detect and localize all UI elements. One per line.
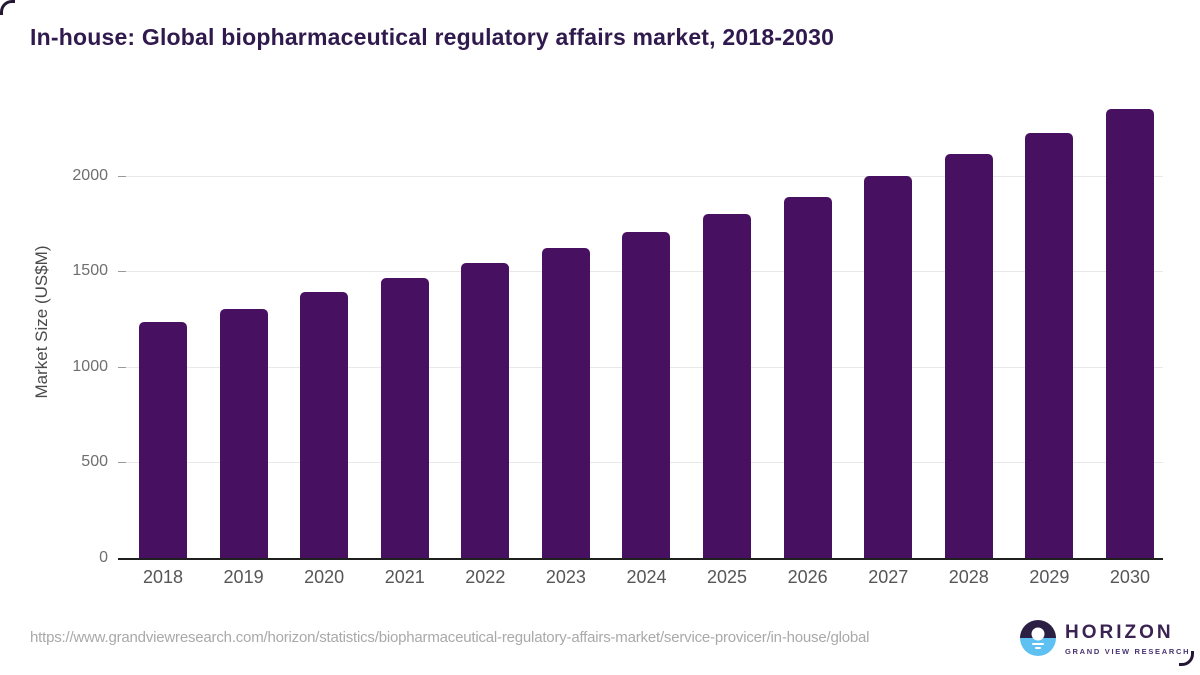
x-tick-label: 2025 [707, 567, 748, 587]
y-tick-mark [118, 462, 126, 464]
x-tick-label: 2027 [868, 567, 909, 587]
bar-2021[interactable] [380, 277, 429, 558]
x-tick-label: 2024 [626, 567, 667, 587]
bar-2024[interactable] [622, 231, 671, 558]
x-tick-label: 2028 [948, 567, 989, 587]
chart-title: In-house: Global biopharmaceutical regul… [30, 24, 835, 50]
bar-2022[interactable] [461, 263, 510, 558]
frame-corner-bottom-right [1179, 651, 1194, 666]
x-axis-line [118, 558, 1163, 560]
logo-wordmark: HORIZON [1065, 622, 1174, 643]
bar-2030[interactable] [1105, 108, 1154, 558]
horizon-logo: HORIZON GRAND VIEW RESEARCH [1020, 620, 1190, 656]
y-tick-label: 2000 [72, 166, 108, 184]
y-tick-label: 1000 [72, 357, 108, 375]
horizon-sun-circle-icon [1020, 620, 1056, 656]
bar-2018[interactable] [139, 321, 187, 558]
reflection-dash [1032, 643, 1044, 645]
logo-text-block: HORIZON GRAND VIEW RESEARCH [1065, 620, 1190, 656]
bar-2023[interactable] [541, 248, 590, 558]
bar-2028[interactable] [944, 154, 993, 558]
y-tick-mark [118, 366, 126, 368]
x-tick-label: 2022 [465, 567, 506, 587]
y-tick-label: 1500 [72, 262, 108, 280]
bar-2019[interactable] [219, 309, 268, 558]
y-tick-mark [118, 271, 126, 273]
x-tick-label: 2023 [545, 567, 586, 587]
y-tick-label: 0 [99, 549, 108, 566]
bar-2025[interactable] [703, 213, 752, 558]
x-tick-label: 2019 [223, 567, 264, 587]
x-tick-label: 2026 [787, 567, 828, 587]
frame-corner-top-left [0, 0, 15, 15]
sun-glyph [1031, 627, 1045, 641]
bar-2020[interactable] [300, 292, 349, 558]
y-axis-tick-labels: 0 500 1000 1500 2000 [20, 95, 108, 567]
x-tick-label: 2029 [1029, 567, 1070, 587]
x-tick-label: 2021 [384, 567, 425, 587]
logo-tagline: GRAND VIEW RESEARCH [1065, 647, 1191, 656]
gridline [118, 175, 1163, 177]
bar-2026[interactable] [783, 196, 832, 558]
bar-2027[interactable] [864, 175, 913, 558]
source-url-text: https://www.grandviewresearch.com/horizo… [30, 629, 870, 646]
plot-area [118, 95, 1163, 560]
reflection-dash [1035, 647, 1041, 649]
y-tick-label: 500 [81, 453, 108, 471]
y-tick-mark [118, 175, 126, 177]
x-tick-label: 2020 [304, 567, 345, 587]
x-tick-label: 2018 [142, 567, 184, 587]
bar-2029[interactable] [1025, 133, 1074, 558]
x-tick-label: 2030 [1109, 567, 1150, 587]
